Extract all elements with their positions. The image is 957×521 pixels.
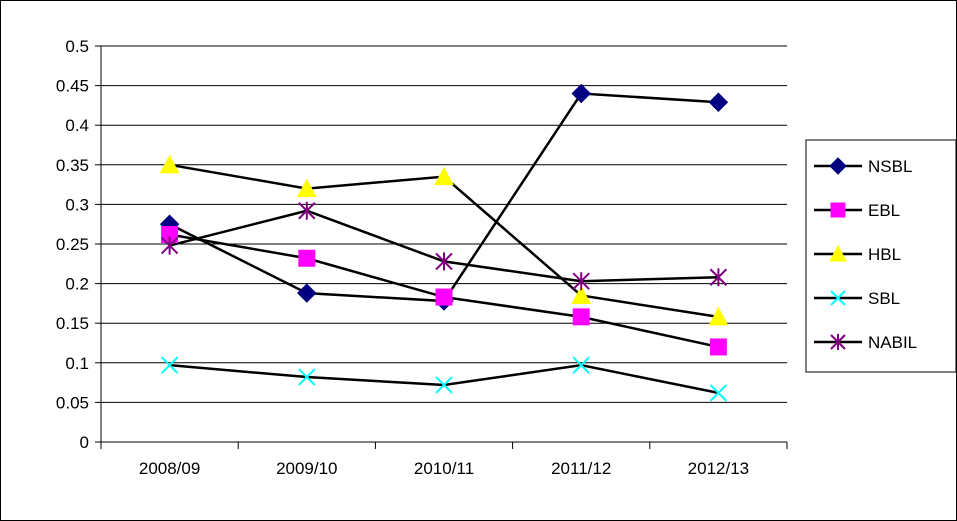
legend-marker	[829, 244, 847, 262]
x-marker-stroke	[435, 376, 453, 394]
data-point-ebl	[709, 338, 727, 356]
legend-label: NSBL	[868, 157, 912, 176]
legend-item: HBL	[814, 244, 901, 264]
data-point-hbl	[708, 306, 729, 326]
legend-marker	[830, 290, 846, 306]
legend-label: EBL	[868, 201, 900, 220]
data-point-nabil	[572, 272, 590, 291]
square-marker	[435, 288, 453, 306]
square-marker	[709, 338, 727, 356]
data-point-nabil	[709, 268, 728, 287]
triangle-marker	[571, 285, 592, 304]
y-tick-label: 0	[80, 433, 89, 452]
data-point-sbl	[572, 356, 590, 374]
data-point-ebl	[435, 288, 453, 306]
data-point-nsbl	[297, 283, 317, 303]
x-tick-label: 2012/13	[688, 459, 749, 478]
x-marker-stroke	[572, 356, 590, 374]
data-point-ebl	[298, 249, 316, 267]
x-tick-label: 2009/10	[276, 459, 337, 478]
y-tick-label: 0.3	[65, 195, 89, 214]
data-point-nsbl	[708, 92, 729, 112]
data-point-nabil	[160, 236, 179, 255]
diamond-marker	[708, 92, 729, 112]
x-marker-stroke	[160, 356, 179, 374]
data-point-hbl	[434, 166, 454, 186]
y-tick-label: 0.35	[56, 156, 89, 175]
axes	[95, 45, 788, 449]
y-tick-label: 0.2	[65, 275, 89, 294]
triangle-marker	[296, 178, 317, 198]
y-tick-label: 0.1	[65, 354, 89, 373]
data-point-nabil	[298, 201, 316, 220]
data-point-hbl	[571, 285, 592, 304]
data-point-sbl	[709, 384, 728, 402]
legend-item: EBL	[814, 201, 900, 220]
series-line-nabil	[169, 209, 719, 283]
legend: NSBL EBL HBL SBL NABIL	[805, 139, 957, 373]
diamond-marker	[297, 283, 317, 303]
data-point-sbl	[298, 368, 316, 386]
legend-item: NSBL	[814, 157, 912, 176]
data-point-hbl	[159, 154, 180, 174]
square-marker	[572, 308, 590, 326]
y-tick-label: 0.25	[56, 235, 89, 254]
x-tick-labels: 2008/09 2009/10 2010/11 2011/12 2012/13	[139, 459, 749, 478]
y-tick-label: 0.5	[65, 37, 89, 56]
legend-box	[805, 139, 957, 373]
legend-label: SBL	[868, 289, 900, 308]
square-marker	[298, 249, 316, 267]
diamond-marker	[829, 157, 847, 175]
data-point-sbl	[160, 356, 179, 374]
triangle-marker	[434, 166, 454, 186]
legend-label: NABIL	[868, 333, 917, 352]
legend-marker	[829, 157, 847, 175]
y-tick-label: 0.15	[56, 314, 89, 333]
diamond-marker	[571, 83, 591, 104]
data-point-sbl	[435, 376, 453, 394]
legend-marker	[830, 334, 846, 350]
x-tick-label: 2011/12	[551, 459, 611, 478]
y-tick-label: 0.05	[56, 393, 89, 412]
series-markers	[159, 83, 729, 402]
y-tick-labels: 0 0.05 0.1 0.15 0.2 0.25 0.3 0.35 0.4 0.45 0.5	[56, 37, 89, 452]
data-point-nabil	[435, 252, 453, 271]
triangle-marker	[708, 306, 729, 326]
legend-item: NABIL	[814, 333, 917, 352]
data-point-nsbl	[571, 83, 591, 104]
x-marker-stroke	[298, 368, 316, 386]
triangle-marker	[159, 154, 180, 174]
legend-item: SBL	[814, 289, 900, 308]
square-marker	[830, 202, 846, 218]
y-tick-label: 0.45	[56, 77, 89, 96]
gridlines	[101, 45, 787, 403]
triangle-marker	[829, 244, 847, 262]
data-point-hbl	[296, 178, 317, 198]
x-tick-label: 2008/09	[139, 459, 200, 478]
series-lines	[169, 92, 719, 395]
x-marker-stroke	[709, 384, 728, 402]
data-point-ebl	[572, 308, 590, 326]
series-line-sbl	[169, 363, 719, 395]
legend-marker	[830, 202, 846, 218]
y-tick-label: 0.4	[65, 116, 89, 135]
legend-label: HBL	[868, 245, 901, 264]
x-marker-stroke	[830, 290, 846, 306]
x-tick-label: 2010/11	[414, 459, 474, 478]
